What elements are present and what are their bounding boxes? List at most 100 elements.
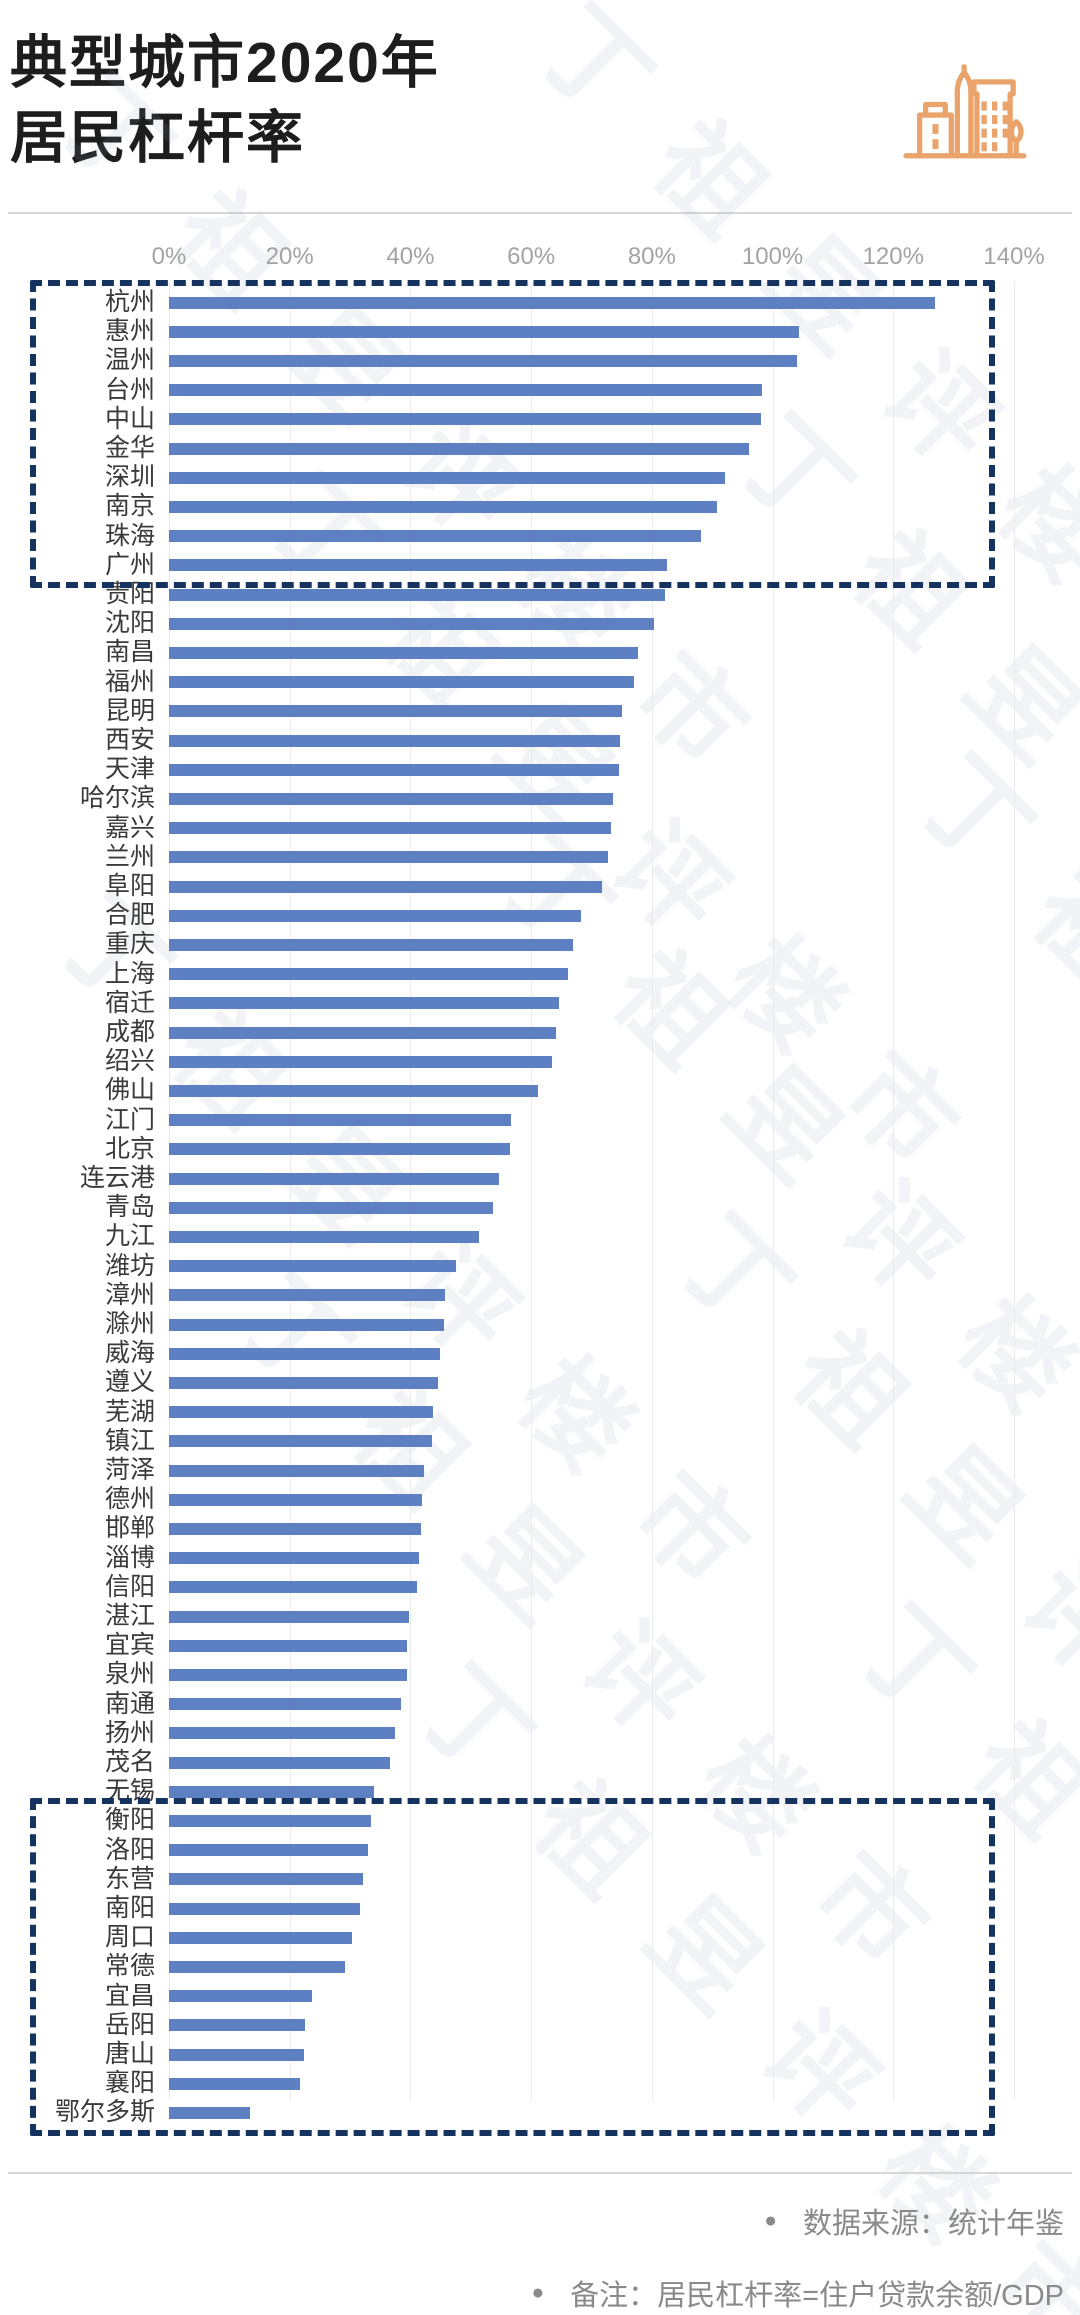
city-label: 中山 bbox=[104, 404, 155, 433]
leverage-bar bbox=[169, 413, 761, 426]
axis-tick: 80% bbox=[627, 243, 676, 270]
leverage-bar bbox=[169, 617, 655, 630]
axis-tick: 60% bbox=[507, 243, 556, 270]
bullet-dot-icon: ● bbox=[531, 2281, 545, 2304]
axis-tick: 40% bbox=[386, 243, 435, 270]
leverage-bar bbox=[169, 822, 612, 835]
chart-row: 杭州 bbox=[0, 288, 1014, 317]
chart-row: 滁州 bbox=[0, 1310, 1014, 1339]
chart-row: 德州 bbox=[0, 1485, 1014, 1514]
axis-tick: 0% bbox=[151, 243, 187, 270]
city-label: 岳阳 bbox=[104, 2010, 155, 2039]
chart-row: 南昌 bbox=[0, 638, 1014, 667]
leverage-bar bbox=[169, 1727, 396, 1740]
leverage-bar bbox=[169, 880, 602, 893]
leverage-bar bbox=[169, 1581, 418, 1594]
city-label: 福州 bbox=[104, 667, 155, 696]
leverage-bar bbox=[169, 997, 559, 1010]
city-label: 天津 bbox=[104, 755, 155, 784]
gridline bbox=[410, 282, 412, 2100]
leverage-bar bbox=[169, 1785, 375, 1798]
city-label: 潍坊 bbox=[104, 1251, 155, 1280]
leverage-bar bbox=[169, 1347, 440, 1360]
city-label: 衡阳 bbox=[104, 1806, 155, 1835]
chart-row: 惠州 bbox=[0, 317, 1014, 346]
city-label: 珠海 bbox=[104, 521, 155, 550]
city-label: 重庆 bbox=[104, 930, 155, 959]
footer-divider bbox=[8, 2172, 1072, 2174]
gridline bbox=[169, 282, 170, 2100]
city-label: 北京 bbox=[104, 1134, 155, 1163]
leverage-bar bbox=[169, 471, 726, 484]
leverage-bar bbox=[169, 1026, 556, 1039]
city-label: 鄂尔多斯 bbox=[54, 2098, 155, 2127]
city-label: 南京 bbox=[104, 492, 155, 521]
leverage-bar bbox=[169, 384, 763, 397]
city-label: 金华 bbox=[104, 434, 155, 462]
chart-row: 南阳 bbox=[0, 1894, 1014, 1923]
leverage-bar bbox=[169, 676, 635, 689]
city-label: 合肥 bbox=[104, 901, 155, 930]
axis-tick: 140% bbox=[983, 243, 1045, 270]
chart-row: 珠海 bbox=[0, 522, 1014, 551]
city-label: 宜宾 bbox=[104, 1631, 155, 1660]
chart-row: 哈尔滨 bbox=[0, 784, 1014, 813]
city-label: 惠州 bbox=[104, 317, 155, 346]
chart-row: 福州 bbox=[0, 668, 1014, 697]
chart-row: 成都 bbox=[0, 1018, 1014, 1047]
leverage-bar bbox=[169, 1610, 409, 1623]
chart-row: 岳阳 bbox=[0, 2011, 1014, 2040]
leverage-bar bbox=[169, 763, 619, 776]
chart-row: 东营 bbox=[0, 1865, 1014, 1894]
city-label: 漳州 bbox=[104, 1280, 155, 1309]
page-title: 典型城市2020年 居民杠杆率 bbox=[10, 26, 440, 176]
leverage-bar bbox=[169, 1406, 434, 1419]
city-label: 嘉兴 bbox=[104, 813, 155, 842]
chart-row: 阜阳 bbox=[0, 872, 1014, 901]
city-label: 湛江 bbox=[104, 1602, 155, 1630]
leverage-bar bbox=[169, 646, 638, 659]
city-label: 茂名 bbox=[104, 1748, 155, 1776]
chart-row: 深圳 bbox=[0, 463, 1014, 492]
leverage-bar bbox=[169, 1435, 432, 1448]
note-label: 备注：居民杠杆率=住户贷款余额/GDP bbox=[570, 2280, 1064, 2312]
chart-row: 菏泽 bbox=[0, 1456, 1014, 1485]
city-label: 阜阳 bbox=[104, 872, 155, 900]
chart-row: 上海 bbox=[0, 960, 1014, 989]
axis-tick: 100% bbox=[741, 243, 804, 270]
gridline bbox=[893, 282, 895, 2100]
city-label: 杭州 bbox=[104, 288, 155, 316]
city-label: 昆明 bbox=[104, 696, 155, 725]
header-divider bbox=[8, 212, 1072, 214]
city-label: 德州 bbox=[104, 1485, 155, 1514]
chart-row: 嘉兴 bbox=[0, 814, 1014, 843]
leverage-bar bbox=[169, 792, 613, 805]
city-label: 扬州 bbox=[104, 1718, 155, 1747]
city-label: 信阳 bbox=[104, 1572, 155, 1601]
city-label: 襄阳 bbox=[104, 2069, 155, 2098]
leverage-bar bbox=[169, 1873, 364, 1886]
city-label: 绍兴 bbox=[104, 1047, 155, 1076]
chart-row: 宜昌 bbox=[0, 1982, 1014, 2011]
chart-row: 芜湖 bbox=[0, 1398, 1014, 1427]
leverage-bar bbox=[169, 1552, 419, 1565]
chart-row: 邯郸 bbox=[0, 1514, 1014, 1543]
city-label: 淄博 bbox=[104, 1543, 155, 1572]
chart-row: 江门 bbox=[0, 1106, 1014, 1135]
chart-row: 重庆 bbox=[0, 930, 1014, 959]
chart-row: 西安 bbox=[0, 726, 1014, 755]
city-label: 菏泽 bbox=[104, 1456, 155, 1484]
chart-row: 佛山 bbox=[0, 1076, 1014, 1105]
chart-row: 南京 bbox=[0, 492, 1014, 521]
city-label: 成都 bbox=[104, 1018, 155, 1046]
chart-row: 周口 bbox=[0, 1923, 1014, 1952]
highlight-box-bottom-group bbox=[30, 1798, 995, 2136]
chart-row: 宜宾 bbox=[0, 1631, 1014, 1660]
chart-row: 常德 bbox=[0, 1952, 1014, 1981]
leverage-bar bbox=[169, 588, 665, 601]
leverage-bar bbox=[169, 442, 750, 455]
city-buildings-icon bbox=[903, 64, 1027, 159]
chart-row: 潍坊 bbox=[0, 1252, 1014, 1281]
